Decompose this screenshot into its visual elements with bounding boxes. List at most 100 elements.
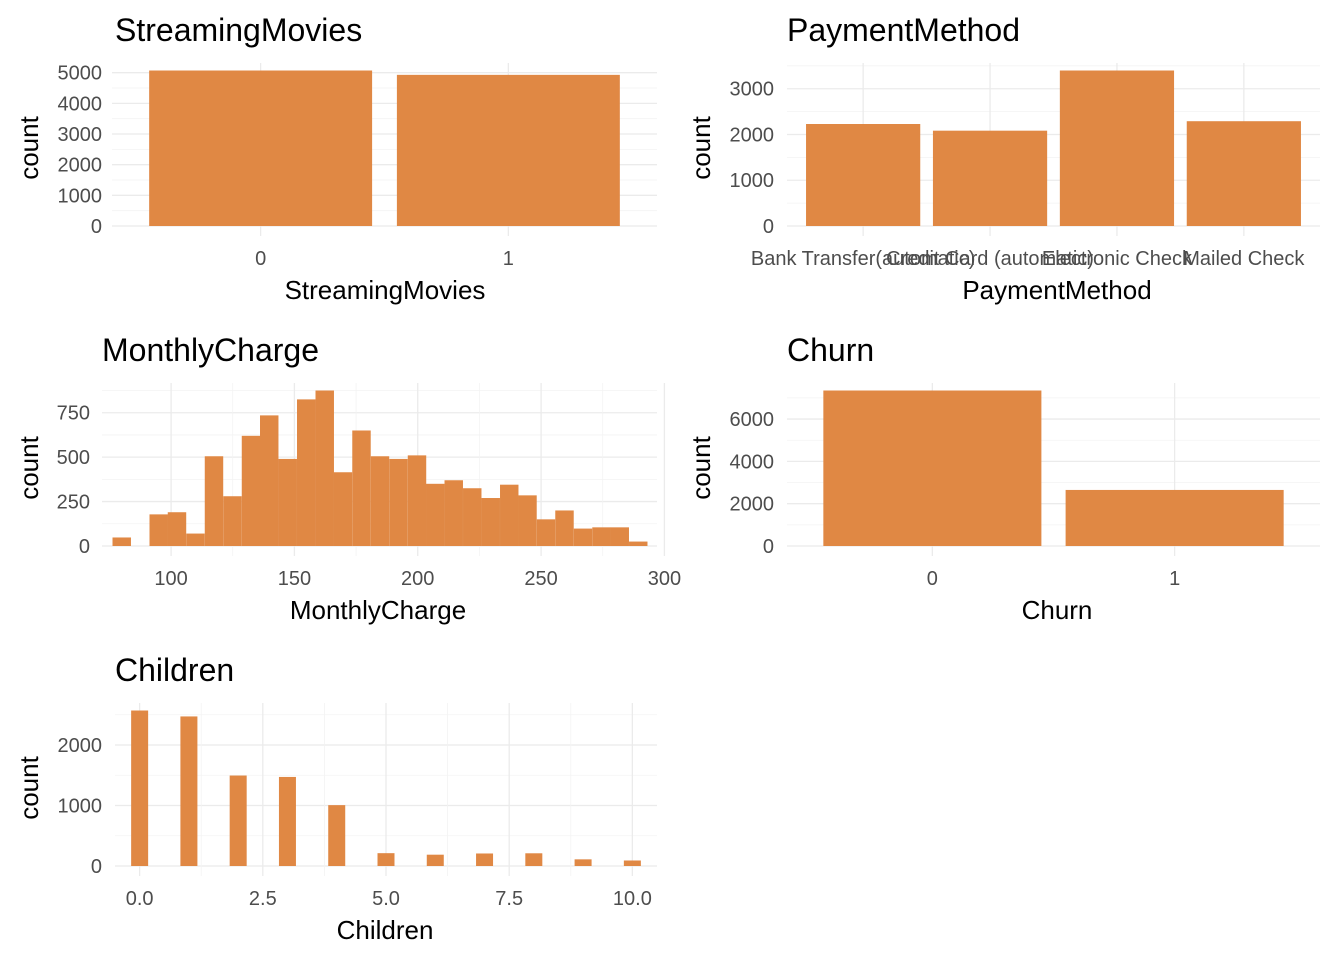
y-tick-label: 1000 [58, 795, 103, 817]
gridlines-children [115, 703, 657, 876]
bar [823, 390, 1042, 546]
bar [463, 488, 482, 546]
bar [592, 527, 611, 546]
panel-title-streaming: StreamingMovies [115, 12, 362, 48]
bar [1065, 489, 1284, 546]
x-tick-label: 100 [154, 568, 187, 590]
x-tick-label: Credit Card (automatic) [886, 248, 1094, 270]
bar [223, 496, 242, 546]
panel-title-children: Children [115, 652, 234, 688]
bars-payment [806, 70, 1301, 226]
panel-title-payment: PaymentMethod [787, 12, 1020, 48]
bar [806, 124, 921, 226]
x-tick-label: 0 [927, 568, 938, 590]
bar [1186, 121, 1301, 226]
bar [315, 390, 334, 546]
bars-churn [823, 390, 1284, 546]
bar [476, 853, 494, 866]
bar [500, 484, 519, 546]
y-axis-label-payment: count [686, 115, 716, 179]
y-tick-label: 750 [57, 403, 90, 425]
bar [610, 527, 629, 546]
bar [204, 456, 224, 546]
y-tick-label: 3000 [730, 79, 775, 101]
x-tick-label: 200 [401, 568, 434, 590]
bar [407, 455, 427, 546]
x-tick-label: 0 [255, 248, 266, 270]
bar [932, 130, 1048, 226]
x-tick-label: Electronic Check [1042, 248, 1193, 270]
bar [444, 480, 463, 546]
y-axis-label-monthly: count [14, 435, 44, 499]
bar [328, 805, 346, 866]
bar [297, 399, 316, 546]
y-tick-label: 2000 [730, 124, 775, 146]
bar [555, 510, 574, 546]
y-tick-label: 0 [79, 536, 90, 558]
bar [370, 456, 390, 546]
x-axis-label-streaming: StreamingMovies [285, 275, 486, 305]
bar [180, 716, 198, 866]
bars-children [131, 710, 641, 866]
bar [149, 70, 373, 226]
panel-title-monthly: MonthlyCharge [102, 332, 319, 368]
x-tick-label: Mailed Check [1183, 248, 1305, 270]
bar [377, 853, 395, 866]
x-tick-label: 300 [648, 568, 681, 590]
y-tick-label: 0 [91, 216, 102, 238]
panel-churn: 0 2000 4000 6000 0 1 [730, 383, 1320, 590]
bars-monthly [112, 390, 648, 546]
bar [167, 512, 187, 546]
y-tick-label: 2000 [58, 155, 103, 177]
y-axis-label-streaming: count [14, 115, 44, 179]
bar [1059, 70, 1175, 226]
bar [573, 528, 593, 546]
bar [229, 775, 247, 866]
bar [260, 415, 279, 546]
y-tick-label: 500 [57, 447, 90, 469]
x-tick-label: 0.0 [126, 888, 154, 910]
panel-monthly: 0 250 500 750 100 150 200 250 300 [57, 383, 681, 590]
panel-payment: 0 1000 2000 3000 Bank Transfer(automatic)Cre… [730, 63, 1320, 270]
bar [241, 435, 261, 546]
x-tick-label: 7.5 [495, 888, 523, 910]
y-tick-label: 0 [763, 216, 774, 238]
bar [389, 458, 408, 546]
x-tick-label: 1 [1169, 568, 1180, 590]
bar [112, 537, 131, 546]
x-tick-label: 250 [524, 568, 557, 590]
x-axis-label-monthly: MonthlyCharge [290, 595, 466, 625]
panel-streaming: 0 1000 2000 3000 4000 5000 0 1 [58, 63, 657, 270]
bar [518, 495, 537, 546]
x-axis-label-children: Children [337, 915, 434, 945]
bar [426, 483, 445, 546]
bar [278, 458, 297, 546]
y-tick-label: 4000 [730, 451, 775, 473]
bars-streaming [149, 70, 620, 226]
x-tick-label: 10.0 [613, 888, 652, 910]
bar [574, 859, 592, 866]
x-tick-label: 2.5 [249, 888, 277, 910]
y-axis-label-children: count [14, 755, 44, 819]
bar [352, 430, 371, 546]
panel-title-churn: Churn [787, 332, 874, 368]
bar [333, 472, 353, 546]
y-tick-label: 0 [763, 536, 774, 558]
y-tick-label: 1000 [58, 185, 103, 207]
bar [623, 860, 641, 866]
bar [481, 498, 500, 546]
bar [186, 533, 205, 546]
y-tick-label: 2000 [58, 735, 103, 757]
x-tick-label: 5.0 [372, 888, 400, 910]
y-tick-label: 5000 [58, 63, 103, 85]
y-tick-label: 1000 [730, 170, 775, 192]
bar [629, 541, 648, 546]
y-tick-label: 0 [91, 856, 102, 878]
x-tick-label: Bank Transfer(automatic) [751, 248, 976, 270]
y-tick-label: 2000 [730, 494, 775, 516]
y-tick-label: 6000 [730, 409, 775, 431]
y-tick-label: 4000 [58, 93, 103, 115]
x-axis-label-payment: PaymentMethod [962, 275, 1151, 305]
x-tick-label: 1 [503, 248, 514, 270]
bar [149, 514, 168, 546]
